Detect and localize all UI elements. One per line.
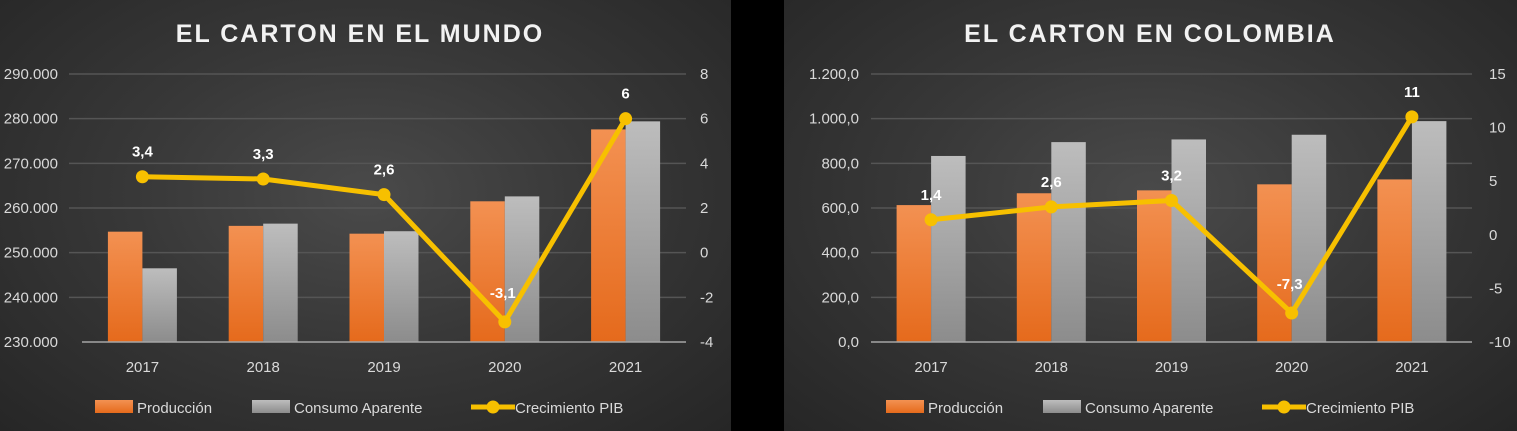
bar-produccion xyxy=(1137,190,1172,342)
y-tick-label: 260.000 xyxy=(4,200,58,217)
y-tick-label: 800,0 xyxy=(821,155,859,172)
legend-label-consumo: Consumo Aparente xyxy=(1085,400,1213,417)
chart-colombia: EL CARTON EN COLOMBIA 0,0 200,0 400,0 600,0 8… xyxy=(809,20,1511,417)
bar-produccion xyxy=(896,205,932,342)
y-tick-label: 240.000 xyxy=(4,289,58,306)
y-tick-label: 0,0 xyxy=(838,334,859,351)
chart-title: EL CARTON EN EL MUNDO xyxy=(176,20,544,48)
y-tick-label: 290.000 xyxy=(4,66,58,83)
data-label: -7,3 xyxy=(1277,276,1303,293)
x-tick-label: 2019 xyxy=(1155,359,1188,376)
legend-label-produccion: Producción xyxy=(137,400,212,417)
y-tick-label: 1.200,0 xyxy=(809,66,859,83)
legend-label-pib: Crecimiento PIB xyxy=(515,400,623,417)
y-tick-label: 270.000 xyxy=(4,155,58,172)
legend-swatch-produccion xyxy=(95,400,133,413)
y2-tick-label: -4 xyxy=(700,334,713,351)
bar-produccion xyxy=(1257,184,1292,342)
y2-tick-label: -5 xyxy=(1489,280,1502,297)
bar-consumo-aparente xyxy=(931,155,966,342)
point-crecimiento-pib xyxy=(498,315,512,329)
data-label: 3,3 xyxy=(253,146,274,163)
y2-tick-label: 0 xyxy=(1489,227,1497,244)
bar-consumo-aparente xyxy=(625,121,661,342)
point-crecimiento-pib xyxy=(1044,200,1058,214)
x-tick-label: 2021 xyxy=(1395,359,1428,376)
data-label: 3,4 xyxy=(132,144,154,161)
point-crecimiento-pib xyxy=(1285,306,1299,320)
y-tick-label: 400,0 xyxy=(821,245,859,262)
x-tick-label: 2018 xyxy=(247,359,280,376)
data-label: 2,6 xyxy=(1041,174,1062,191)
legend-label-pib: Crecimiento PIB xyxy=(1306,400,1414,417)
legend-label-produccion: Producción xyxy=(928,400,1003,417)
chart-panel-mundo: EL CARTON EN EL MUNDO 230.000 240.000 250.0… xyxy=(0,0,731,431)
bar-produccion xyxy=(228,225,264,342)
x-tick-label: 2021 xyxy=(609,359,642,376)
legend-swatch-pib-marker xyxy=(1277,400,1291,414)
bar-produccion xyxy=(1016,193,1052,342)
point-crecimiento-pib xyxy=(256,172,270,186)
y2-tick-label: 5 xyxy=(1489,173,1497,190)
data-label: 1,4 xyxy=(921,187,943,204)
legend-label-consumo: Consumo Aparente xyxy=(294,400,422,417)
bar-consumo-aparente xyxy=(1051,142,1086,342)
data-label: 3,2 xyxy=(1161,167,1182,184)
y2-tick-label: 4 xyxy=(700,155,708,172)
bar-consumo-aparente xyxy=(384,231,419,342)
data-label: -3,1 xyxy=(490,285,516,302)
y-tick-label: 600,0 xyxy=(821,200,859,217)
point-crecimiento-pib xyxy=(924,213,938,227)
bar-produccion xyxy=(1377,179,1412,342)
y2-tick-label: -2 xyxy=(700,289,713,306)
bar-consumo-aparente xyxy=(1411,121,1447,342)
legend-swatch-produccion xyxy=(886,400,924,413)
x-tick-label: 2019 xyxy=(367,359,400,376)
y-tick-label: 200,0 xyxy=(821,289,859,306)
y2-tick-label: 8 xyxy=(700,66,708,83)
y2-tick-label: 0 xyxy=(700,245,708,262)
y2-tick-label: 2 xyxy=(700,200,708,217)
y2-tick-label: 6 xyxy=(700,111,708,128)
bar-consumo-aparente xyxy=(263,223,298,342)
data-label: 11 xyxy=(1404,84,1420,101)
bar-consumo-aparente xyxy=(142,268,177,342)
y2-tick-label: 15 xyxy=(1489,66,1506,83)
y2-tick-label: -10 xyxy=(1489,334,1511,351)
point-crecimiento-pib xyxy=(377,188,391,202)
bar-produccion xyxy=(107,231,143,342)
chart-panel-colombia: EL CARTON EN COLOMBIA 0,0 200,0 400,0 600,0 8… xyxy=(784,0,1517,431)
data-label: 6 xyxy=(621,86,629,103)
y-tick-label: 280.000 xyxy=(4,111,58,128)
y-tick-label: 230.000 xyxy=(4,334,58,351)
point-crecimiento-pib xyxy=(135,170,149,184)
chart-mundo: EL CARTON EN EL MUNDO 230.000 240.000 250.0… xyxy=(4,20,714,417)
point-crecimiento-pib xyxy=(619,112,633,126)
x-tick-label: 2017 xyxy=(914,359,947,376)
x-tick-label: 2020 xyxy=(488,359,521,376)
x-tick-label: 2020 xyxy=(1275,359,1308,376)
chart-title: EL CARTON EN COLOMBIA xyxy=(964,20,1336,48)
y-tick-label: 1.000,0 xyxy=(809,111,859,128)
x-tick-label: 2018 xyxy=(1035,359,1068,376)
bar-produccion xyxy=(349,233,384,342)
data-label: 2,6 xyxy=(374,162,395,179)
x-tick-label: 2017 xyxy=(126,359,159,376)
y2-tick-label: 10 xyxy=(1489,120,1506,137)
point-crecimiento-pib xyxy=(1405,110,1419,124)
bar-produccion xyxy=(591,129,626,342)
y-tick-label: 250.000 xyxy=(4,245,58,262)
legend-swatch-consumo xyxy=(252,400,290,413)
point-crecimiento-pib xyxy=(1165,193,1178,207)
legend-swatch-pib-marker xyxy=(486,400,500,414)
bar-consumo-aparente xyxy=(1171,139,1206,342)
legend-swatch-consumo xyxy=(1043,400,1081,413)
